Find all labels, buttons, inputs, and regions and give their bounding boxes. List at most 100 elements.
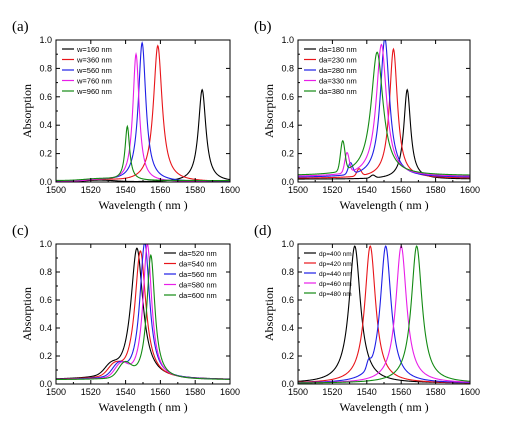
legend-label: dp=460 nm xyxy=(319,281,352,288)
x-tick-label: 1580 xyxy=(426,387,446,397)
x-tick-label: 1600 xyxy=(460,387,480,397)
panel-label: (c) xyxy=(12,223,29,239)
y-tick-label: 0.8 xyxy=(281,267,294,277)
chart-panel: 1500 1520 1540 1560 1580 1600 0.0 0.2 0.4 0.6 0.8 1… xyxy=(12,19,240,212)
legend-label: da=520 nm xyxy=(179,249,217,258)
y-tick-label: 0.0 xyxy=(281,177,294,187)
y-tick-label: 0.8 xyxy=(281,63,294,73)
y-tick-label: 0.2 xyxy=(39,351,52,361)
y-axis-label: Absorption xyxy=(262,84,276,138)
legend: w=160 nm w=360 nmw=560 nm w=760 nmw=960 nm xyxy=(62,45,112,96)
series-line xyxy=(298,47,470,179)
x-tick-label: 1580 xyxy=(185,185,205,195)
legend-label: w=960 nm xyxy=(76,87,112,96)
x-tick-label: 1600 xyxy=(220,185,240,195)
y-tick-label: 0.8 xyxy=(39,267,52,277)
chart-panel: 1500 1520 1540 1560 1580 1600 0.0 0.2 0.4 0.6 0.8 1… xyxy=(254,223,480,414)
x-tick-label: 1540 xyxy=(116,387,136,397)
y-tick-label: 1.0 xyxy=(281,35,294,45)
panel-label: (a) xyxy=(12,19,29,35)
x-axis-label: Wavelength ( nm ) xyxy=(339,198,428,212)
legend: dp=400 nm dp=420 nm dp=440 nm dp=460 nm dp=4… xyxy=(304,251,352,298)
panel-label: (b) xyxy=(254,19,272,35)
x-tick-label: 1500 xyxy=(288,185,308,195)
x-axis-label: Wavelength ( nm ) xyxy=(98,198,187,212)
legend-label: da=380 nm xyxy=(319,87,357,96)
legend-label: w=160 nm xyxy=(76,45,112,54)
y-tick-label: 0.6 xyxy=(281,295,294,305)
legend-label: da=180 nm xyxy=(319,45,357,54)
y-tick-label: 1.0 xyxy=(39,239,52,249)
x-axis-label: Wavelength ( nm ) xyxy=(98,400,187,414)
legend-label: da=580 nm xyxy=(179,281,217,290)
y-tick-label: 0.0 xyxy=(39,379,52,389)
legend-label: da=600 nm xyxy=(179,291,217,300)
series-line xyxy=(56,88,230,182)
y-tick-label: 0.4 xyxy=(39,323,52,333)
series-line xyxy=(298,51,470,176)
y-axis-label: Absorption xyxy=(262,287,276,341)
legend-label: da=230 nm xyxy=(319,56,357,65)
x-tick-label: 1600 xyxy=(460,185,480,195)
series-line xyxy=(298,88,470,180)
panel-label: (d) xyxy=(254,223,272,239)
x-tick-label: 1500 xyxy=(46,387,66,397)
x-tick-label: 1500 xyxy=(288,387,308,397)
x-tick-label: 1540 xyxy=(357,185,377,195)
x-axis-label: Wavelength ( nm ) xyxy=(339,400,428,414)
y-tick-label: 0.4 xyxy=(39,120,52,130)
legend-label: dp=440 nm xyxy=(319,271,352,278)
series-line xyxy=(298,40,470,178)
legend-label: w=360 nm xyxy=(76,56,112,65)
y-tick-label: 1.0 xyxy=(39,35,52,45)
x-tick-label: 1500 xyxy=(46,185,66,195)
y-tick-label: 0.2 xyxy=(281,149,294,159)
legend-label: w=760 nm xyxy=(76,77,112,86)
y-tick-label: 1.0 xyxy=(281,239,294,249)
legend-label: w=560 nm xyxy=(76,66,112,75)
y-tick-label: 0.2 xyxy=(281,351,294,361)
x-tick-label: 1580 xyxy=(426,185,446,195)
x-tick-label: 1540 xyxy=(357,387,377,397)
series-line xyxy=(298,245,470,384)
y-tick-label: 0.6 xyxy=(39,92,52,102)
y-tick-label: 0.4 xyxy=(281,323,294,333)
chart-panel: 1500 1520 1540 1560 1580 1600 0.0 0.2 0.4 0.6 0.8 1… xyxy=(254,19,480,212)
x-tick-label: 1580 xyxy=(185,387,205,397)
legend-label: dp=480 nm xyxy=(319,291,352,298)
series-line xyxy=(298,245,470,384)
x-tick-label: 1560 xyxy=(391,387,411,397)
legend-label: da=330 nm xyxy=(319,77,357,86)
x-tick-label: 1560 xyxy=(391,185,411,195)
legend-label: da=540 nm xyxy=(179,260,217,269)
y-tick-label: 0.0 xyxy=(39,177,52,187)
y-axis-label: Absorption xyxy=(20,287,34,341)
x-tick-label: 1540 xyxy=(116,185,136,195)
x-tick-label: 1600 xyxy=(220,387,240,397)
y-tick-label: 0.2 xyxy=(39,149,52,159)
series-line xyxy=(56,253,230,381)
legend-label: dp=420 nm xyxy=(319,261,352,268)
legend-label: da=560 nm xyxy=(179,270,217,279)
x-tick-label: 1520 xyxy=(322,185,342,195)
legend-label: da=280 nm xyxy=(319,66,357,75)
x-tick-label: 1560 xyxy=(150,387,170,397)
legend-label: dp=400 nm xyxy=(319,251,352,258)
y-tick-label: 0.6 xyxy=(281,92,294,102)
y-tick-label: 0.4 xyxy=(281,120,294,130)
y-axis-label: Absorption xyxy=(20,84,34,138)
chart-panel: 1500 1520 1540 1560 1580 1600 0.0 0.2 0.4 0.6 0.8 1… xyxy=(12,223,240,414)
x-tick-label: 1520 xyxy=(81,387,101,397)
y-tick-label: 0.0 xyxy=(281,379,294,389)
y-tick-label: 0.6 xyxy=(39,295,52,305)
series-line xyxy=(298,43,470,177)
x-tick-label: 1520 xyxy=(81,185,101,195)
x-tick-label: 1560 xyxy=(150,185,170,195)
series-line xyxy=(56,124,230,182)
x-tick-label: 1520 xyxy=(322,387,342,397)
y-tick-label: 0.8 xyxy=(39,63,52,73)
series-line xyxy=(298,245,470,384)
